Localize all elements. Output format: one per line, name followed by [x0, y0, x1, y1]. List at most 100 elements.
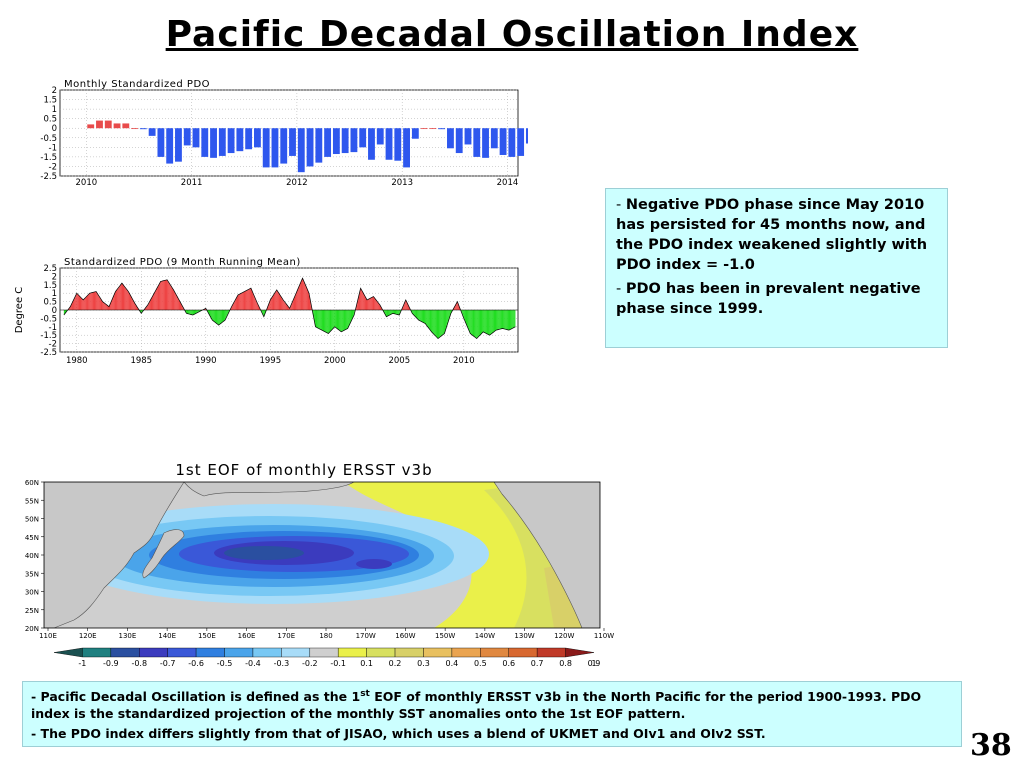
chart1-bar — [192, 128, 200, 148]
chart2-area-segment — [482, 310, 484, 333]
chart2-area-segment — [307, 290, 309, 310]
chart1-ytick: -1.5 — [40, 153, 57, 163]
chart2-area-segment — [326, 310, 328, 333]
chart2-area-segment — [247, 289, 249, 310]
chart2-area-segment — [373, 296, 375, 310]
chart2-area-segment — [487, 310, 489, 335]
chart2-area-segment — [393, 310, 396, 314]
chart3-colorbar-swatch — [423, 647, 453, 658]
chart1-bar — [289, 128, 296, 156]
chart1-bar — [113, 123, 121, 129]
chart2-area-segment — [420, 310, 422, 322]
chart3-lat-tick: 40N — [25, 552, 39, 560]
chart2-area-segment — [100, 298, 102, 310]
chart2-area-segment — [413, 310, 415, 316]
chart1-bar — [104, 120, 112, 129]
chart2-area-segment — [164, 280, 167, 310]
chart2-area-segment — [78, 295, 80, 310]
chart1-bar — [201, 128, 209, 157]
chart2-area-segment — [156, 287, 158, 310]
chart2-area-segment — [319, 310, 321, 330]
chart2-area-segment — [225, 310, 227, 321]
chart3-lon-tick: 180 — [319, 632, 332, 640]
chart1-bar — [517, 128, 525, 156]
chart1-bar — [341, 128, 349, 154]
chart2-area-segment — [481, 310, 483, 335]
chart3-colorbar-label: -0.1 — [330, 659, 346, 668]
chart2-area-segment — [446, 310, 448, 327]
chart1-xtick: 2011 — [181, 178, 203, 188]
chart2-area-segment — [304, 283, 306, 310]
chart1-bar — [157, 128, 165, 157]
chart3-colorbar-label: 0.5 — [474, 659, 487, 668]
chart2-area-segment — [240, 293, 242, 310]
chart2-area-segment — [494, 310, 497, 331]
chart3-lon-tick: 140W — [475, 632, 495, 640]
chart2-area-segment — [316, 310, 318, 328]
chart2-area-segment — [231, 304, 233, 310]
chart2-area-segment — [436, 310, 439, 339]
chart2-area-segment — [468, 310, 470, 331]
chart3-lon-tick: 170W — [356, 632, 376, 640]
chart2-area-segment — [99, 296, 101, 310]
chart2-area-segment — [346, 310, 348, 330]
chart2-area-segment — [195, 310, 197, 314]
eof-map-chart: 1st EOF of monthly ERSST v3b 60N 55N 50N 45N… — [14, 458, 614, 670]
chart2-area-segment — [389, 310, 391, 316]
chart2-area-segment — [192, 310, 194, 316]
chart1-title: Monthly Standardized PDO — [64, 79, 210, 90]
chart2-area-segment — [361, 290, 363, 310]
chart1-xtick: 2013 — [391, 178, 413, 188]
chart2-area-segment — [370, 297, 372, 310]
chart1-bar — [447, 128, 454, 149]
chart2-area-segment — [248, 288, 250, 310]
chart2-area-segment — [308, 293, 311, 310]
chart2-area-segment — [497, 310, 499, 330]
chart3-colorbar-swatch — [451, 647, 481, 658]
chart2-ytick: 2.5 — [43, 264, 57, 274]
chart2-area-segment — [91, 292, 93, 310]
pdo-status-box: - Negative PDO phase since May 2010 has … — [605, 188, 948, 348]
chart3-map-field — [44, 482, 600, 628]
chart2-area-segment — [472, 310, 474, 337]
chart2-area-segment — [327, 310, 329, 334]
chart2-area-segment — [222, 310, 225, 322]
chart2-area-segment — [278, 293, 280, 310]
chart2-area-segment — [377, 302, 379, 310]
chart2-area-segment — [148, 301, 150, 310]
chart2-area-segment — [235, 296, 237, 310]
chart2-area-segment — [414, 310, 416, 317]
chart1-bar — [525, 128, 533, 144]
chart3-colorbar-swatch — [309, 647, 339, 658]
chart2-area-segment — [440, 310, 442, 337]
chart2-area-segment — [115, 290, 117, 310]
chart2-area-segment — [508, 310, 511, 331]
chart2-area-segment — [506, 310, 508, 330]
chart1-bar — [227, 128, 235, 154]
chart2-area-segment — [166, 279, 168, 310]
chart2-area-segment — [249, 288, 251, 310]
chart1-ytick: 0.5 — [43, 115, 57, 125]
chart2-area-segment — [189, 310, 191, 315]
chart1-bar — [482, 128, 489, 158]
chart1-bar — [324, 128, 332, 157]
chart2-area-segment — [442, 310, 444, 336]
chart2-area-segment — [397, 310, 399, 315]
chart2-area-segment — [152, 295, 154, 310]
chart1-bar — [210, 128, 217, 158]
chart2-area-segment — [341, 310, 343, 332]
chart2-area-segment — [331, 310, 333, 331]
chart1-xtick: 2010 — [76, 178, 98, 188]
chart2-area-segment — [432, 310, 434, 335]
chart2-area-segment — [92, 292, 94, 310]
chart2-area-segment — [325, 310, 327, 333]
chart2-area-segment — [119, 284, 121, 310]
chart2-area-segment — [362, 292, 364, 310]
chart2-area-segment — [191, 310, 193, 316]
chart1-bar — [315, 128, 323, 163]
chart2-area-segment — [254, 295, 256, 310]
chart2-xtick: 1985 — [130, 356, 152, 366]
chart2-area-segment — [320, 310, 322, 331]
chart2-area-segment — [177, 297, 179, 310]
chart2-area-segment — [211, 310, 213, 321]
